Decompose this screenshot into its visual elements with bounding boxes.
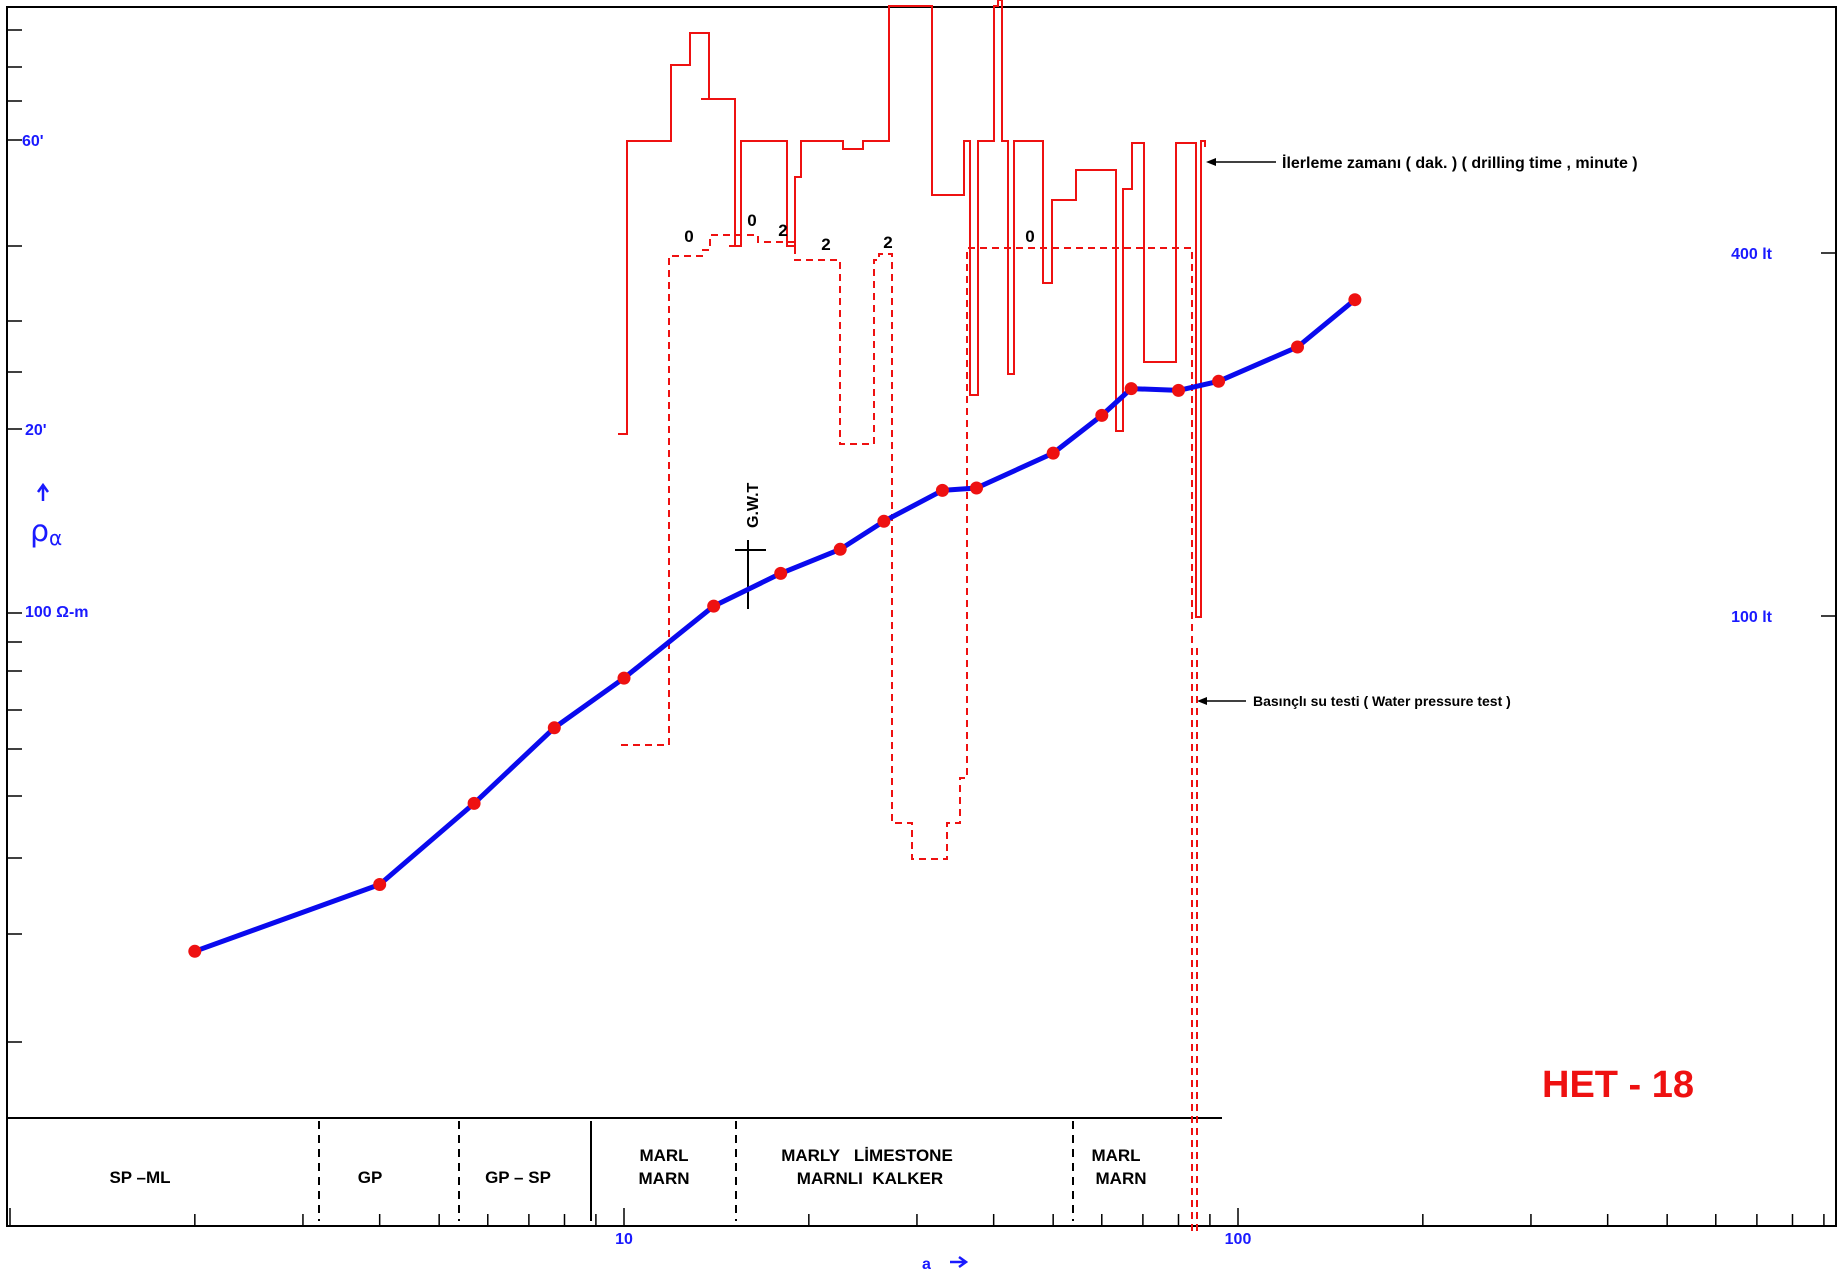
drilling-note-2-a: 2 — [778, 221, 787, 240]
ytick-label-100-lt: 100 lt — [1731, 609, 1773, 626]
x-axis-label: a — [922, 1256, 931, 1273]
ytick-label-60: 60' — [22, 133, 44, 150]
water-test-label: Basınçlı su testi ( Water pressure test … — [1253, 693, 1511, 709]
data-point-0 — [188, 944, 202, 958]
data-point-8 — [877, 514, 891, 528]
lithology-marnli-kalker: MARNLI KALKER — [797, 1169, 943, 1188]
data-point-10 — [970, 481, 983, 495]
gwt-label: G.W.T — [745, 482, 762, 528]
resistivity-series — [188, 293, 1362, 958]
lithology-gp: GP — [358, 1168, 383, 1187]
lithology-marn-1: MARN — [639, 1169, 690, 1188]
lithology-gp-sp: GP – SP — [485, 1168, 551, 1187]
data-point-2 — [467, 796, 481, 810]
data-point-7 — [833, 542, 847, 556]
data-point-11 — [1046, 446, 1060, 460]
ytick-label-20: 20' — [25, 422, 47, 439]
data-point-15 — [1212, 374, 1226, 388]
drilling-time-arrowhead-icon — [1206, 158, 1216, 166]
data-point-1 — [373, 878, 387, 891]
data-point-3 — [547, 721, 561, 735]
right-axis-ticks — [1821, 252, 1836, 617]
drilling-note-2-c: 2 — [883, 233, 892, 252]
lithology-boundaries — [318, 1121, 1074, 1221]
water-test-arrowhead-icon — [1197, 697, 1207, 705]
drilling-time-line — [618, 0, 1206, 618]
x-axis-ticks — [9, 1208, 1825, 1226]
water-pressure-test-line — [621, 234, 1193, 1235]
data-point-16 — [1291, 340, 1304, 354]
chart-title: HET - 18 — [1542, 1064, 1694, 1106]
data-point-6 — [774, 566, 788, 580]
ytick-label-100-ohm-m: 100 Ω-m — [25, 604, 89, 621]
data-point-5 — [707, 599, 721, 613]
left-axis-ticks — [7, 29, 22, 1043]
xtick-label-100: 100 — [1225, 1231, 1252, 1248]
lithology-marl-2: MARL — [1091, 1146, 1140, 1165]
data-point-14 — [1172, 383, 1185, 397]
xtick-label-10: 10 — [615, 1231, 633, 1248]
resistivity-series-line — [193, 297, 1357, 954]
data-point-13 — [1124, 382, 1138, 396]
drilling-note-0-c: 0 — [1025, 227, 1034, 246]
y-axis-arrow-icon — [36, 482, 50, 501]
lithology-marn-2: MARN — [1096, 1169, 1147, 1188]
data-point-12 — [1095, 408, 1109, 422]
drilling-note-0-a: 0 — [684, 227, 693, 246]
lithology-marl-1: MARL — [639, 1146, 688, 1165]
lithology-marly-limestone: MARLY LİMESTONE — [781, 1146, 953, 1165]
data-point-17 — [1348, 293, 1362, 307]
x-axis-arrow-icon — [950, 1255, 969, 1269]
lithology-sp-ml: SP –ML — [109, 1168, 170, 1187]
data-point-4 — [617, 671, 631, 685]
y-axis-label: ρα — [30, 514, 62, 550]
drilling-note-2-b: 2 — [821, 235, 830, 254]
ytick-label-400-lt: 400 lt — [1731, 246, 1773, 263]
drilling-time-label: İlerleme zamanı ( dak. ) ( drilling time… — [1282, 154, 1638, 172]
plot-frame — [6, 6, 1837, 1227]
data-point-9 — [935, 483, 949, 497]
drilling-note-0-b: 0 — [747, 211, 756, 230]
